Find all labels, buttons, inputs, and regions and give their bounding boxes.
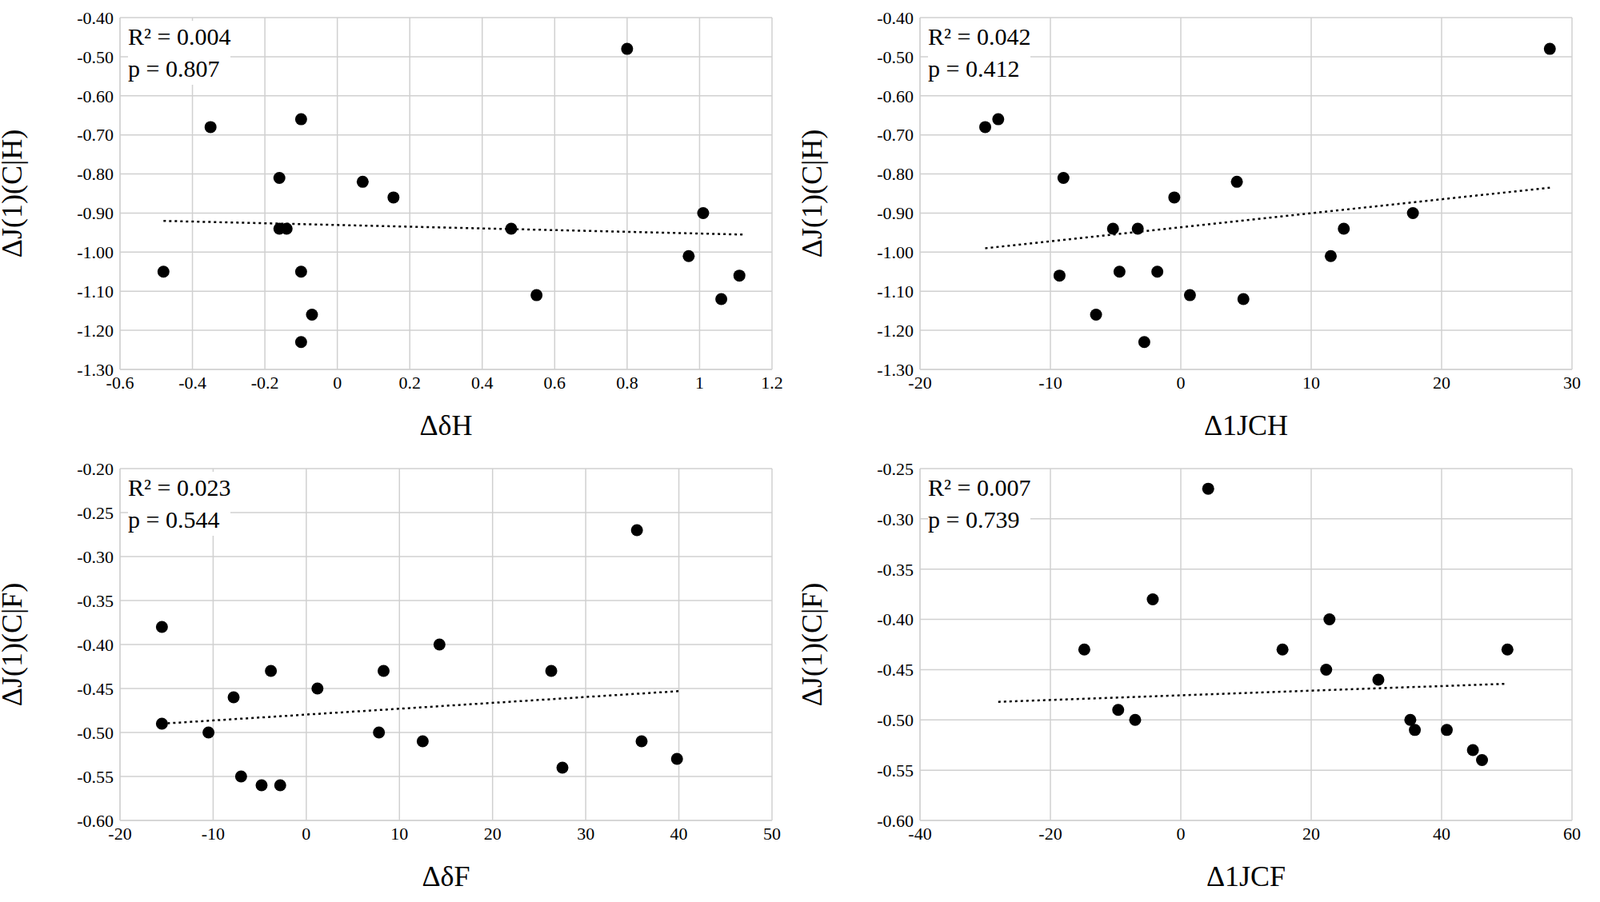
- svg-text:ΔδF: ΔδF: [421, 860, 470, 893]
- svg-text:-0.30: -0.30: [876, 509, 914, 530]
- svg-text:-0.80: -0.80: [876, 164, 914, 184]
- svg-text:0: 0: [332, 372, 342, 393]
- svg-text:-1.00: -1.00: [876, 242, 914, 263]
- svg-text:Δ1JCF: Δ1JCF: [1206, 860, 1286, 893]
- html-text:R² = 0.023: R² = 0.023: [128, 474, 231, 501]
- svg-text:-1.10: -1.10: [876, 281, 914, 302]
- svg-text:-1.30: -1.30: [876, 360, 914, 380]
- svg-text:20: 20: [1302, 824, 1320, 844]
- svg-text:0: 0: [1176, 372, 1186, 393]
- svg-text:-0.55: -0.55: [76, 767, 114, 788]
- svg-text:-0.60: -0.60: [876, 811, 914, 832]
- svg-text:-40: -40: [908, 823, 932, 844]
- svg-text:10: 10: [390, 824, 408, 844]
- svg-text:-0.70: -0.70: [876, 124, 914, 145]
- svg-text:-0.80: -0.80: [76, 164, 114, 184]
- svg-text:-0.50: -0.50: [876, 47, 914, 68]
- svg-text:0: 0: [1176, 824, 1186, 844]
- svg-text:-1.00: -1.00: [76, 242, 114, 263]
- svg-text:0.2: 0.2: [398, 372, 421, 393]
- svg-text:-20: -20: [108, 823, 132, 844]
- svg-text:-0.50: -0.50: [76, 723, 114, 744]
- svg-text:-0.4: -0.4: [178, 372, 207, 393]
- svg-text:-0.55: -0.55: [876, 760, 914, 781]
- svg-text:-1.10: -1.10: [76, 281, 114, 302]
- html-text:R² = 0.004: R² = 0.004: [128, 23, 231, 50]
- svg-text:40: 40: [670, 824, 688, 844]
- svg-text:ΔJ(1)(C|H): ΔJ(1)(C|H): [800, 129, 828, 258]
- svg-text:ΔJ(1)(C|F): ΔJ(1)(C|F): [6, 583, 28, 707]
- svg-text:1.2: 1.2: [760, 372, 784, 393]
- svg-text:-10: -10: [1038, 372, 1062, 393]
- svg-text:30: 30: [576, 824, 595, 844]
- html-text:R² = 0.007: R² = 0.007: [928, 474, 1031, 501]
- svg-text:-0.45: -0.45: [76, 679, 114, 700]
- svg-text:-20: -20: [908, 372, 932, 393]
- svg-text:-0.40: -0.40: [76, 635, 114, 656]
- html-text:p = 0.739: p = 0.739: [928, 506, 1020, 533]
- svg-text:-0.60: -0.60: [876, 86, 914, 107]
- svg-text:-0.30: -0.30: [76, 547, 114, 568]
- svg-text:60: 60: [1563, 824, 1581, 844]
- svg-text:-0.20: -0.20: [76, 459, 114, 480]
- svg-text:-0.60: -0.60: [76, 86, 114, 107]
- svg-text:-0.50: -0.50: [76, 47, 114, 68]
- svg-text:-20: -20: [1038, 824, 1062, 844]
- svg-text:0.6: 0.6: [544, 372, 567, 393]
- svg-text:-1.20: -1.20: [876, 320, 914, 341]
- svg-text:-0.40: -0.40: [876, 609, 914, 630]
- svg-text:-0.90: -0.90: [76, 203, 114, 224]
- svg-text:-0.70: -0.70: [76, 124, 114, 145]
- svg-text:-10: -10: [201, 824, 225, 844]
- svg-text:-0.25: -0.25: [76, 503, 114, 524]
- svg-text:-1.20: -1.20: [76, 320, 114, 341]
- svg-text:1: 1: [695, 372, 704, 393]
- svg-text:0.4: 0.4: [471, 372, 494, 393]
- svg-text:40: 40: [1432, 824, 1451, 844]
- svg-text:10: 10: [1302, 372, 1320, 393]
- svg-text:ΔJ(1)(C|F): ΔJ(1)(C|F): [800, 583, 828, 707]
- svg-text:ΔJ(1)(C|H): ΔJ(1)(C|H): [6, 129, 28, 258]
- svg-text:-0.45: -0.45: [876, 660, 914, 680]
- svg-text:-0.90: -0.90: [876, 203, 914, 224]
- svg-text:-1.30: -1.30: [76, 360, 114, 380]
- svg-text:0.8: 0.8: [616, 372, 639, 393]
- svg-text:-0.25: -0.25: [876, 459, 914, 480]
- html-text:p = 0.412: p = 0.412: [928, 55, 1020, 82]
- svg-text:-0.6: -0.6: [106, 372, 134, 393]
- html-text:p = 0.544: p = 0.544: [128, 506, 220, 533]
- html-text:p = 0.807: p = 0.807: [128, 55, 220, 82]
- svg-text:30: 30: [1563, 372, 1581, 393]
- svg-text:-0.50: -0.50: [876, 710, 914, 731]
- svg-text:-0.35: -0.35: [876, 560, 914, 580]
- svg-text:20: 20: [1432, 372, 1451, 393]
- svg-text:-0.60: -0.60: [76, 811, 114, 832]
- svg-text:0: 0: [301, 824, 311, 844]
- svg-text:20: 20: [484, 824, 502, 844]
- svg-text:-0.2: -0.2: [251, 372, 280, 393]
- svg-text:ΔδH: ΔδH: [419, 409, 472, 442]
- svg-text:-0.35: -0.35: [76, 591, 114, 612]
- svg-text:-0.40: -0.40: [76, 8, 114, 28]
- html-text:R² = 0.042: R² = 0.042: [928, 23, 1031, 50]
- svg-text:50: 50: [763, 824, 781, 844]
- svg-text:-0.40: -0.40: [876, 8, 914, 28]
- svg-text:Δ1JCH: Δ1JCH: [1204, 409, 1288, 442]
